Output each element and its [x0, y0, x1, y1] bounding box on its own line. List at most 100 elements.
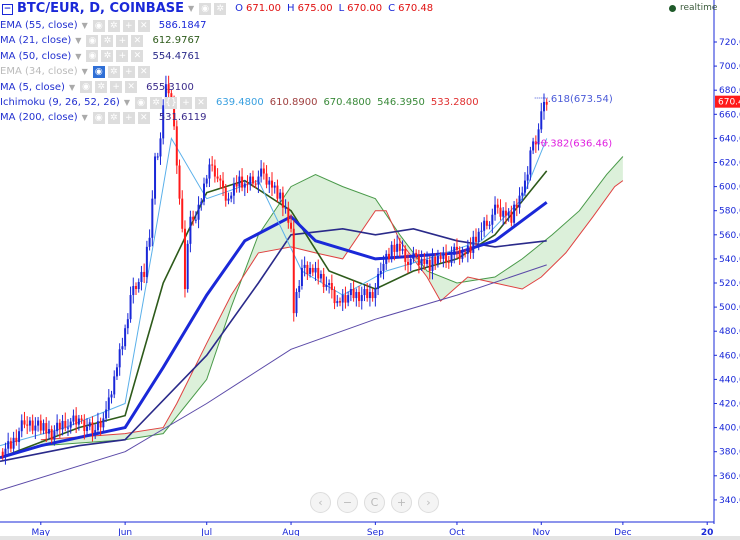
candle-body [96, 421, 99, 431]
indicator-row[interactable]: Ichimoku (9, 26, 52, 26) ▼ ◉ ✲ {} + ✕ 639… [0, 95, 479, 110]
close-icon[interactable]: ✕ [137, 65, 150, 78]
eye-icon[interactable]: ◉ [92, 19, 105, 32]
candle-body [349, 289, 352, 296]
eye-icon[interactable]: ◉ [80, 81, 93, 94]
candle-body [366, 289, 369, 299]
eye-icon[interactable]: ◉ [86, 50, 99, 63]
eye-icon[interactable]: ◉ [135, 96, 147, 109]
x-tick-label: 20 [701, 528, 714, 538]
plus-icon[interactable]: + [122, 19, 135, 32]
candle-body [502, 210, 505, 217]
source-icon[interactable]: {} [165, 96, 177, 109]
candle-body [216, 176, 219, 179]
candle-body [423, 258, 426, 264]
gear-icon[interactable]: ✲ [107, 65, 120, 78]
gear-icon[interactable]: ✲ [150, 96, 162, 109]
close-icon[interactable]: ✕ [125, 81, 138, 94]
chevron-down-icon[interactable]: ▼ [68, 82, 76, 92]
plus-icon[interactable]: + [122, 112, 135, 125]
y-tick-label: 580.00 [719, 207, 740, 217]
y-tick-label: 660.00 [719, 110, 740, 120]
indicator-row[interactable]: EMA (34, close) ▼ ◉ ✲ + ✕ [0, 64, 479, 79]
chevron-down-icon[interactable]: ▼ [123, 97, 130, 107]
candle-body [7, 441, 10, 449]
gear-icon[interactable]: ✲ [107, 112, 120, 125]
plot-area [0, 75, 624, 491]
candle-body [102, 418, 105, 428]
symbol-title[interactable]: − BTC/EUR, D, COINBASE ▼ ◉ ✲ O 671.00 H 675… [0, 0, 479, 18]
close-icon[interactable]: ✕ [131, 50, 144, 63]
candle-body [290, 222, 293, 229]
y-tick-label: 440.00 [719, 375, 740, 385]
candle-body [140, 271, 143, 282]
close-icon[interactable]: ✕ [137, 112, 150, 125]
candle-body [203, 183, 205, 202]
candle-body [385, 253, 388, 264]
plus-icon[interactable]: + [116, 35, 129, 48]
gear-icon[interactable]: ✲ [95, 81, 108, 94]
candle-body [344, 295, 347, 303]
candle-body [178, 165, 181, 199]
indicator-value: 554.4761 [152, 50, 201, 62]
indicator-name[interactable]: MA (21, close) [0, 35, 72, 47]
gear-icon[interactable]: ✲ [107, 19, 120, 32]
zoom-in-button[interactable]: + [391, 492, 412, 513]
close-icon[interactable]: ✕ [137, 19, 150, 32]
candle-body [339, 301, 341, 303]
candle-body [246, 183, 249, 185]
chevron-down-icon[interactable]: ▼ [81, 67, 88, 77]
candle-body [387, 253, 390, 259]
plus-icon[interactable]: + [110, 81, 123, 94]
eye-icon[interactable]: ◉ [92, 112, 105, 125]
candle-body [377, 273, 380, 290]
plus-icon[interactable]: + [122, 65, 135, 78]
close-icon[interactable]: ✕ [131, 35, 144, 48]
candle-body [126, 319, 129, 329]
reset-button[interactable]: C [364, 492, 385, 513]
y-tick-label: 620.00 [719, 159, 740, 169]
gear-icon[interactable]: ✲ [101, 35, 114, 48]
candle-body [254, 183, 257, 185]
candle-body [39, 420, 42, 431]
chevron-down-icon[interactable]: ▼ [75, 51, 82, 61]
candle-body [135, 286, 137, 290]
indicator-name[interactable]: EMA (55, close) [0, 20, 78, 31]
indicator-row[interactable]: MA (200, close) ▼ ◉ ✲ + ✕ 531.6119 [0, 110, 479, 125]
eye-icon[interactable]: ◉ [92, 65, 105, 78]
candle-body [352, 289, 355, 299]
zoom-out-button[interactable]: − [337, 492, 358, 513]
indicator-name[interactable]: MA (200, close) [0, 112, 78, 124]
ohlc-key: C [388, 3, 396, 15]
candle-body [513, 204, 516, 223]
candle-body [213, 165, 216, 177]
indicator-name[interactable]: Ichimoku (9, 26, 52, 26) [0, 96, 120, 108]
plus-icon[interactable]: + [116, 50, 129, 63]
indicator-row[interactable]: EMA (55, close) ▼ ◉ ✲ + ✕ 586.1847 [0, 18, 479, 33]
indicator-name[interactable]: EMA (34, close) [0, 66, 78, 78]
candle-body [442, 252, 445, 259]
indicator-row[interactable]: MA (21, close) ▼ ◉ ✲ + ✕ 612.9767 [0, 33, 479, 48]
scroll-left-button[interactable]: ‹ [310, 492, 331, 513]
indicator-name[interactable]: MA (5, close) [0, 81, 65, 93]
close-icon[interactable]: ✕ [195, 96, 207, 109]
candle-body [77, 418, 80, 425]
chevron-down-icon[interactable]: ▼ [81, 21, 88, 30]
gear-icon[interactable]: ✲ [101, 50, 114, 63]
eye-icon[interactable]: ◉ [199, 3, 212, 15]
indicator-row[interactable]: MA (5, close) ▼ ◉ ✲ + ✕ 655.3100 [0, 80, 479, 95]
chevron-down-icon[interactable]: ▼ [75, 36, 82, 46]
chevron-down-icon[interactable]: ▼ [188, 4, 195, 14]
collapse-icon[interactable]: − [2, 3, 13, 15]
scroll-right-button[interactable]: › [418, 492, 439, 513]
indicator-name[interactable]: MA (50, close) [0, 50, 72, 62]
chevron-down-icon[interactable]: ▼ [81, 113, 88, 123]
candle-body [72, 415, 75, 422]
indicator-row[interactable]: MA (50, close) ▼ ◉ ✲ + ✕ 554.4761 [0, 49, 479, 64]
candle-body [279, 192, 282, 199]
gear-icon[interactable]: ✲ [214, 3, 227, 15]
candle-body [420, 258, 423, 265]
candle-body [222, 180, 225, 188]
eye-icon[interactable]: ◉ [86, 35, 99, 48]
plus-icon[interactable]: + [180, 96, 192, 109]
